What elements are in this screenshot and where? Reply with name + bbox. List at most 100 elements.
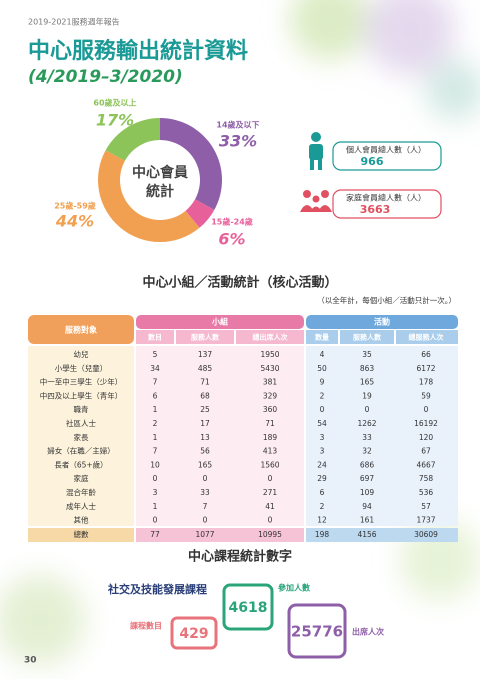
row-label: 其他 [74, 515, 89, 525]
table-cell: 2 [320, 391, 325, 400]
table-cell: 697 [360, 474, 375, 483]
member-label: 家庭會員總人數（人） [346, 193, 426, 203]
table-cell: 3 [320, 447, 325, 456]
row-label: 職青 [74, 404, 89, 414]
subheader-text: 總服務人次 [409, 333, 444, 342]
table-cell: 50 [317, 364, 327, 373]
table-cell: 0 [320, 405, 325, 414]
total-cell: 30609 [414, 530, 438, 539]
subheader-text: 服務人數 [191, 333, 219, 342]
page-number: 30 [24, 656, 37, 666]
table-cell: 0 [268, 516, 273, 525]
table-cell: 0 [268, 474, 273, 483]
decoration [0, 0, 480, 665]
table-cell: 10 [150, 460, 160, 469]
table-cell: 24 [317, 460, 327, 469]
table-cell: 2 [153, 419, 158, 428]
table-cell: 360 [263, 405, 278, 414]
section-heading: 中心小組／活動統計（核心活動） [142, 275, 337, 291]
segment-label: 14歲及以下 [216, 120, 259, 130]
table-cell: 329 [263, 391, 278, 400]
segment-value: 6% [218, 230, 245, 249]
row-label: 中四及以上學生（青年） [40, 390, 123, 400]
table-cell: 59 [421, 391, 431, 400]
table-cell: 29 [317, 474, 327, 483]
table-cell: 1 [153, 433, 158, 442]
table-cell: 137 [198, 350, 213, 359]
segment-label: 15歲-24歲 [211, 217, 253, 227]
section-heading: 中心課程統計數字 [188, 549, 292, 565]
segment-value: 17% [96, 111, 134, 130]
table-cell: 67 [421, 447, 431, 456]
subheader-text: 數量 [315, 333, 329, 342]
table-cell: 33 [200, 488, 210, 497]
donut-center-label: 中心會員 [132, 164, 188, 181]
table-cell: 189 [263, 433, 278, 442]
table-cell: 536 [419, 488, 434, 497]
segment-value: 33% [219, 132, 257, 151]
stat-box [287, 603, 347, 659]
header-cell [28, 315, 134, 344]
table-cell: 1737 [416, 516, 435, 525]
donut-center-label: 統計 [146, 183, 174, 200]
donut-segment [105, 118, 160, 161]
table-cell: 9 [320, 378, 325, 387]
table-cell: 7 [153, 447, 158, 456]
member-label: 個人會員總人數（人） [346, 145, 426, 155]
table-cell: 7 [203, 502, 208, 511]
stat-label: 參加人數 [278, 583, 310, 593]
table-cell: 25 [200, 405, 210, 414]
table-cell: 6 [320, 488, 325, 497]
total-cell: 10995 [258, 530, 282, 539]
table-cell: 34 [150, 364, 160, 373]
table-cell: 165 [360, 378, 375, 387]
table-cell: 94 [362, 502, 372, 511]
row-label: 長者（65+歲） [54, 459, 107, 469]
family-icon [300, 190, 332, 212]
table-cell: 1560 [260, 460, 279, 469]
table-cell: 863 [360, 364, 375, 373]
subheader-text: 服務人數 [353, 333, 381, 342]
row-label: 小學生（兒童） [55, 363, 108, 373]
member-value: 3663 [360, 203, 391, 216]
subheader-cell [396, 330, 458, 344]
body-column [306, 346, 458, 526]
total-cell: 77 [150, 530, 160, 539]
period: (4/2019–3/2020) [28, 67, 183, 87]
table-cell: 1262 [357, 419, 376, 428]
table-cell: 1 [153, 405, 158, 414]
table-cell: 32 [362, 447, 372, 456]
header-text: 服務對象 [65, 325, 97, 335]
row-label: 混合年齡 [66, 487, 96, 497]
table-cell: 271 [263, 488, 278, 497]
stat-label: 課程數目 [130, 621, 162, 631]
table-cell: 109 [360, 488, 375, 497]
table-cell: 71 [265, 419, 275, 428]
total-row [28, 528, 134, 542]
body-column [136, 346, 304, 526]
table-cell: 66 [421, 350, 431, 359]
donut-segment [98, 150, 200, 242]
table-cell: 0 [203, 516, 208, 525]
stat-value: 25776 [291, 623, 343, 641]
table-cell: 4667 [416, 460, 435, 469]
table-cell: 7 [153, 378, 158, 387]
table-cell: 19 [362, 391, 372, 400]
table-cell: 686 [360, 460, 375, 469]
table-cell: 71 [200, 378, 210, 387]
table-cell: 17 [200, 419, 210, 428]
member-value: 966 [361, 155, 384, 168]
total-cell: 1077 [195, 530, 214, 539]
header-cell [306, 315, 458, 329]
table-cell: 56 [200, 447, 210, 456]
table-cell: 0 [365, 405, 370, 414]
total-cell: 總數 [74, 529, 89, 539]
segment-label: 60歲及以上 [93, 98, 136, 108]
page-title: 中心服務輸出統計資料 [28, 38, 248, 64]
total-row [136, 528, 304, 542]
table-cell: 6172 [416, 364, 435, 373]
table-cell: 2 [320, 502, 325, 511]
row-label: 家長 [74, 432, 89, 442]
table-cell: 4 [320, 350, 325, 359]
